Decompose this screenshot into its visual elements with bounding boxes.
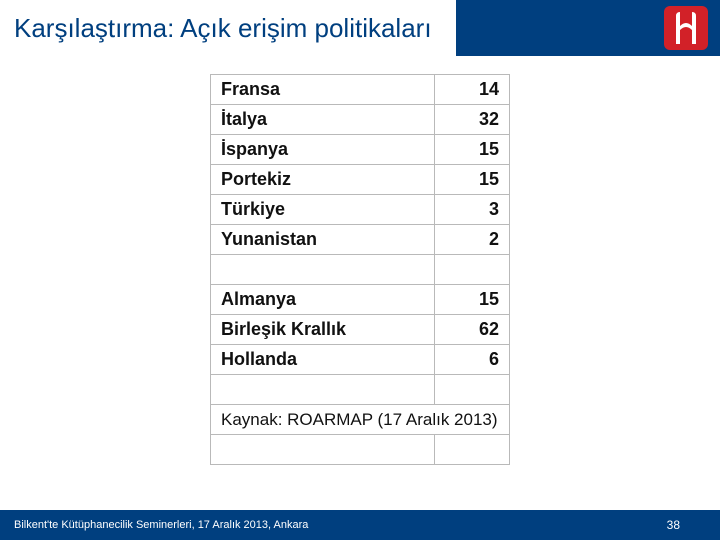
table-row-blank — [211, 435, 510, 465]
table-row: Hollanda6 — [211, 345, 510, 375]
value-cell: 62 — [435, 315, 510, 345]
value-cell: 14 — [435, 75, 510, 105]
content-area: Fransa14 İtalya32 İspanya15 Portekiz15 T… — [0, 56, 720, 465]
blank-cell — [211, 435, 435, 465]
value-cell: 2 — [435, 225, 510, 255]
blank-cell — [211, 255, 435, 285]
table-row: Fransa14 — [211, 75, 510, 105]
value-cell: 15 — [435, 135, 510, 165]
value-cell: 32 — [435, 105, 510, 135]
title-wrap: Karşılaştırma: Açık erişim politikaları — [0, 0, 456, 56]
table-row-source: Kaynak: ROARMAP (17 Aralık 2013) — [211, 405, 510, 435]
value-cell: 3 — [435, 195, 510, 225]
country-cell: İtalya — [211, 105, 435, 135]
blank-cell — [211, 375, 435, 405]
blank-cell — [435, 255, 510, 285]
country-cell: Yunanistan — [211, 225, 435, 255]
table-row: Birleşik Krallık62 — [211, 315, 510, 345]
table-row: Portekiz15 — [211, 165, 510, 195]
table-row: Almanya15 — [211, 285, 510, 315]
country-cell: İspanya — [211, 135, 435, 165]
blank-cell — [435, 375, 510, 405]
footer-text: Bilkent'te Kütüphanecilik Seminerleri, 1… — [14, 519, 308, 531]
country-cell: Portekiz — [211, 165, 435, 195]
table-row: İspanya15 — [211, 135, 510, 165]
header-bar: Karşılaştırma: Açık erişim politikaları — [0, 0, 720, 56]
country-cell: Almanya — [211, 285, 435, 315]
slide-title: Karşılaştırma: Açık erişim politikaları — [14, 13, 432, 44]
table-row: Yunanistan2 — [211, 225, 510, 255]
footer-bar: Bilkent'te Kütüphanecilik Seminerleri, 1… — [0, 510, 720, 540]
blank-cell — [435, 435, 510, 465]
country-cell: Fransa — [211, 75, 435, 105]
page-number: 38 — [667, 518, 680, 532]
university-logo — [664, 6, 708, 50]
value-cell: 15 — [435, 285, 510, 315]
source-cell: Kaynak: ROARMAP (17 Aralık 2013) — [211, 405, 510, 435]
table-row: Türkiye3 — [211, 195, 510, 225]
table-row: İtalya32 — [211, 105, 510, 135]
country-cell: Birleşik Krallık — [211, 315, 435, 345]
value-cell: 15 — [435, 165, 510, 195]
table-row-blank — [211, 375, 510, 405]
comparison-table: Fransa14 İtalya32 İspanya15 Portekiz15 T… — [210, 74, 510, 465]
table-row-blank — [211, 255, 510, 285]
value-cell: 6 — [435, 345, 510, 375]
country-cell: Türkiye — [211, 195, 435, 225]
country-cell: Hollanda — [211, 345, 435, 375]
